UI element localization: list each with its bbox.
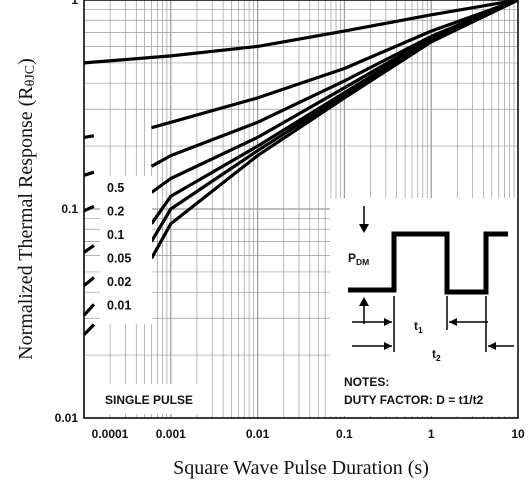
duty-label: 0.5 [107,181,124,195]
series-line-stub-0-2 [83,170,95,177]
pdm-arrowhead-top [359,224,369,233]
series-line-stub-0-02 [82,276,95,287]
duty-labels: 0.5 0.2 0.1 0.05 0.02 0.01 [107,181,131,313]
t2-label-sub: 2 [436,353,441,363]
duty-label: 0.02 [107,275,131,289]
t1-label-sub: 1 [418,325,423,335]
series-line-0-05 [150,0,519,194]
notes-text: DUTY FACTOR: D = t1/t2 [344,393,484,407]
x-tick-label: 0.001 [156,427,186,441]
t1-label-main: t [414,319,418,333]
y-tick-labels: 0.01 0.1 1 [55,0,79,425]
duty-label: 0.05 [107,252,131,266]
series-line-stub-0-01 [82,303,96,317]
y-axis-label: Normalized Thermal Response (RθJC) [15,58,38,360]
series-line-stub-0-1 [83,204,95,213]
single-pulse-box [97,384,205,414]
y-axis-label-sub: θJC [23,65,38,87]
series-line-0-2 [151,0,519,130]
y-tick-label: 0.1 [61,202,78,216]
t1-label: t1 [414,319,423,335]
x-axis-label: Square Wave Pulse Duration (s) [173,457,429,479]
duty-label: 0.01 [107,299,131,313]
t2-label-main: t [432,347,436,361]
x-tick-label: 0.1 [336,427,353,441]
x-tick-label: 10 [511,427,525,441]
x-tick-label: 1 [428,427,435,441]
y-tick-label: 0.01 [55,411,79,425]
t2-arrowhead-left [384,342,392,350]
t1-arrowhead-left [384,318,392,326]
pdm-label: PDM [348,251,369,267]
single-pulse-label: SINGLE PULSE [105,393,193,407]
duty-label-box [100,176,152,324]
series-lines [82,0,519,336]
series-line-stub-single-pulse [82,323,96,336]
series-line-0-5 [83,0,519,65]
pdm-arrowhead-bottom [359,297,369,306]
t1-arrowhead-right [449,318,457,326]
pulse-waveform [348,231,508,295]
notes-title: NOTES: [344,375,389,389]
x-tick-label: 0.0001 [92,427,129,441]
t2-arrowhead-right [488,342,496,350]
x-tick-labels: 0.0001 0.001 0.01 0.1 1 10 [92,427,525,441]
plot-frame [83,0,519,419]
series-line-single-pulse [150,0,519,260]
x-tick-label: 0.01 [246,427,270,441]
pdm-label-main: P [348,251,356,265]
series-line-stub-0-05 [83,244,95,254]
pdm-label-sub: DM [356,257,369,267]
duty-label: 0.1 [107,228,124,242]
y-tick-label: 1 [71,0,78,7]
series-line-stub-0-5 [83,134,95,139]
duty-label: 0.2 [107,205,124,219]
t2-label: t2 [432,347,441,363]
duty-cycle-inset: PDM t1 t2 NOTES: DUTY FACTOR: D = t1/t2 [330,198,520,416]
y-axis-label-end: ) [15,58,37,65]
y-axis-label-main: Normalized Thermal Response (R [15,86,37,360]
